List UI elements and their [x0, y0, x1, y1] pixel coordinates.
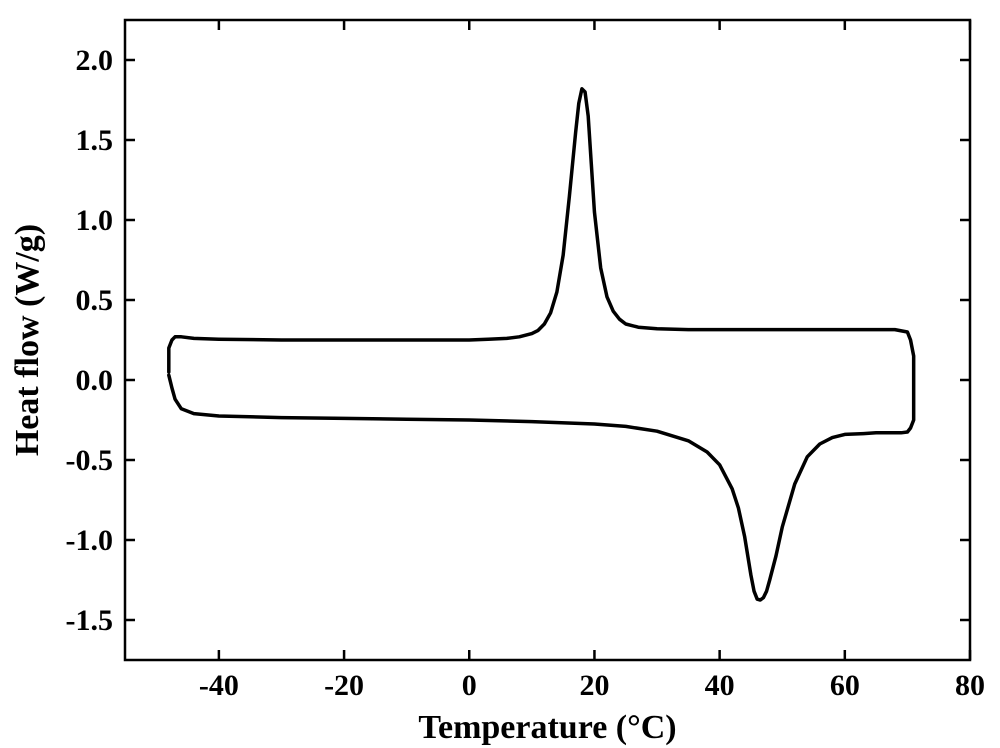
- dsc-chart: -40 -20 0 20 40 60 80 -1.5 -1.0 -0.5 0.0 0.5 1.0 1.5 2…: [0, 0, 1000, 748]
- y-tick-label: -1.0: [66, 524, 114, 557]
- x-tick-label: 40: [705, 669, 735, 702]
- y-tick-label: -1.5: [66, 604, 114, 637]
- x-tick-label: 0: [462, 669, 477, 702]
- y-axis-label: Heat flow (W/g): [9, 224, 46, 456]
- x-tick-label: 60: [830, 669, 860, 702]
- x-tick-label: -20: [324, 669, 364, 702]
- x-tick-label: 20: [579, 669, 609, 702]
- x-axis-label: Temperature (°C): [418, 709, 676, 746]
- chart-svg: -40 -20 0 20 40 60 80 -1.5 -1.0 -0.5 0.0 0.5 1.0 1.5 2…: [0, 0, 1000, 748]
- x-tick-label: 80: [955, 669, 985, 702]
- y-tick-label: 0.0: [76, 364, 114, 397]
- y-tick-label: 1.0: [76, 204, 114, 237]
- y-tick-label: 2.0: [76, 44, 114, 77]
- x-tick-label: -40: [199, 669, 239, 702]
- y-tick-label: 1.5: [76, 124, 114, 157]
- y-tick-label: 0.5: [76, 284, 114, 317]
- y-tick-label: -0.5: [66, 444, 114, 477]
